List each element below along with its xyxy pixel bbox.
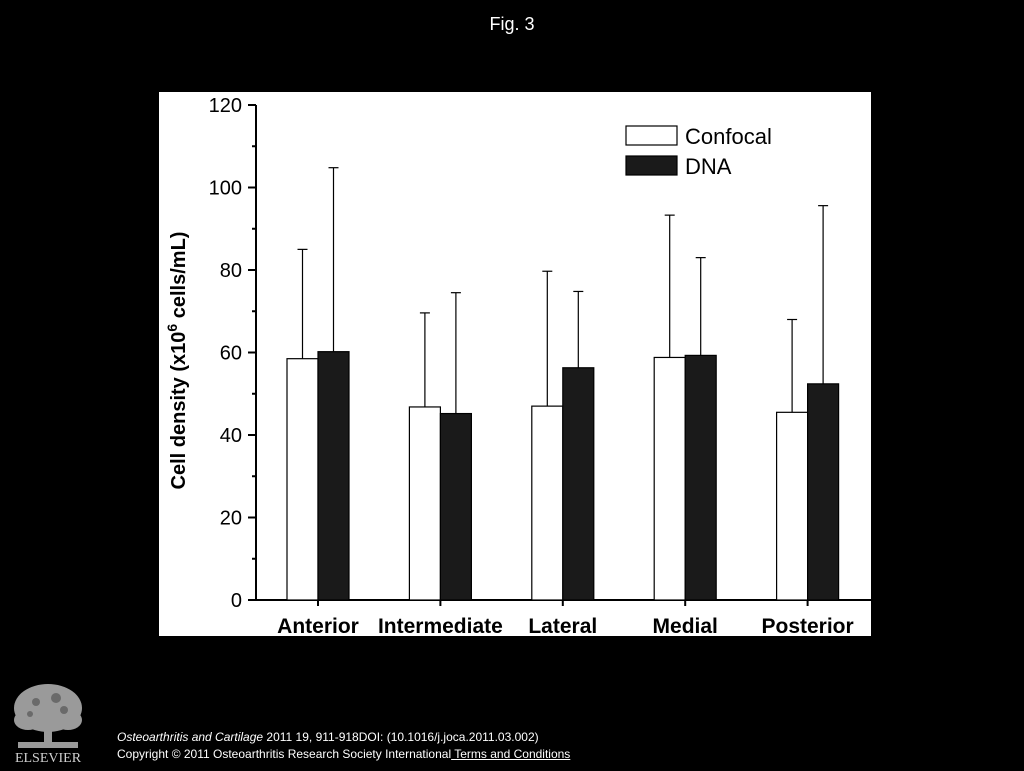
x-tick-label: Anterior <box>277 615 359 636</box>
citation-block: Osteoarthritis and Cartilage 2011 19, 91… <box>117 729 1017 763</box>
chart-panel: 0 20 40 60 80 100 120 Cell density (x106 cells/… <box>159 92 871 636</box>
x-tick-label: Intermediate <box>378 615 503 636</box>
y-tick-label: 20 <box>220 508 242 530</box>
bar-dna <box>562 367 595 601</box>
y-tick-label: 40 <box>220 425 242 447</box>
bar-confocal <box>653 356 686 601</box>
y-axis-label: Cell density (x106 cells/mL) <box>164 232 190 490</box>
legend-swatch-dna <box>625 155 678 176</box>
x-tick-label: Lateral <box>528 615 597 636</box>
figure-title: Fig. 3 <box>489 14 535 34</box>
y-tick-label: 80 <box>220 260 242 282</box>
y-tick-label: 0 <box>231 590 242 612</box>
bar-confocal <box>286 358 319 601</box>
bar-confocal <box>775 411 809 601</box>
copyright-line: Copyright © 2011 Osteoarthritis Research… <box>117 746 1017 763</box>
y-tick-label: 120 <box>209 95 242 117</box>
citation-details: 2011 19, 911-918DOI: (10.1016/j.joca.201… <box>263 730 539 744</box>
tree-icon <box>14 684 82 748</box>
y-tick-label: 60 <box>220 343 242 365</box>
bar-dna <box>806 383 840 601</box>
x-tick-label: Medial <box>653 615 718 636</box>
journal-name: Osteoarthritis and Cartilage <box>117 730 264 744</box>
logo-wordmark: ELSEVIER <box>15 751 82 766</box>
y-tick-label: 100 <box>209 178 242 200</box>
legend-swatch-confocal <box>625 125 678 146</box>
bar-confocal <box>531 405 564 601</box>
citation-line: Osteoarthritis and Cartilage 2011 19, 91… <box>117 729 1017 746</box>
bar-dna <box>684 354 717 601</box>
bar-chart: 0 20 40 60 80 100 120 Cell density (x106 cells/… <box>164 95 871 636</box>
x-tick-label: Posterior <box>761 615 853 636</box>
elsevier-logo: ELSEVIER <box>8 680 88 766</box>
bar-dna <box>439 412 472 601</box>
copyright-text: Copyright © 2011 Osteoarthritis Research… <box>117 747 452 761</box>
legend-label: Confocal <box>685 124 772 149</box>
bar-confocal <box>408 406 441 601</box>
terms-link[interactable]: Terms and Conditions <box>451 747 571 761</box>
bar-dna <box>317 351 350 601</box>
legend-label: DNA <box>685 154 732 179</box>
